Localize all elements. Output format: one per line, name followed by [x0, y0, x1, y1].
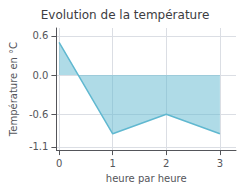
- svg-text:-1.1: -1.1: [29, 141, 49, 152]
- svg-text:1: 1: [110, 158, 116, 169]
- svg-text:Evolution de la température: Evolution de la température: [41, 8, 210, 22]
- svg-text:0.6: 0.6: [33, 30, 49, 41]
- svg-text:0: 0: [56, 158, 62, 169]
- svg-text:2: 2: [163, 158, 169, 169]
- svg-text:-0.6: -0.6: [29, 109, 49, 120]
- svg-text:0.0: 0.0: [33, 70, 49, 81]
- svg-text:Température en °C: Température en °C: [8, 42, 19, 137]
- svg-text:3: 3: [217, 158, 223, 169]
- svg-text:heure par heure: heure par heure: [106, 173, 187, 184]
